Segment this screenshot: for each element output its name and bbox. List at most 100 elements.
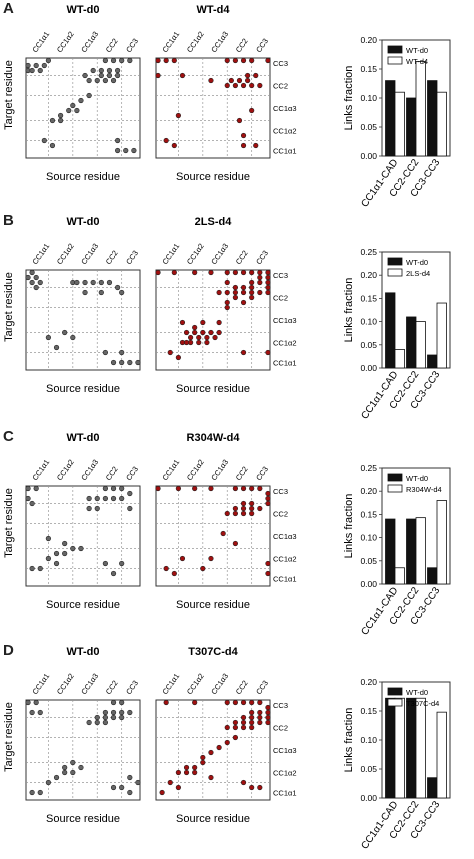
panel-d-right-contact-point (232, 699, 238, 706)
panel-d-right-contact-point (257, 709, 263, 716)
panel-b-right-contact-point (249, 284, 255, 291)
panel-c-legend-label: WT-d0 (406, 474, 428, 483)
panel-b-right-contact-point (192, 324, 198, 331)
panel-c-left-contact-point (94, 495, 100, 502)
panel-d-y-tick-label: 0.20 (360, 677, 377, 687)
panel-a-target-label: Target residue (3, 60, 15, 130)
panel-d-right-contact-point (265, 719, 271, 726)
panel-b-right-contact-point (175, 354, 181, 361)
panel-b-y-tick-label: 0.20 (360, 270, 377, 280)
panel-b-left-contact-point (119, 359, 125, 366)
panel-b-right-frame (155, 269, 271, 371)
panel-c-left-contact-point (119, 495, 125, 502)
panel-b-left-contact-point (33, 284, 39, 291)
panel-b-right-contact-point (167, 349, 173, 356)
panel-d-left-contact-point (70, 769, 76, 776)
panel-b-y-tick-label: 0.15 (360, 293, 377, 303)
panel-d-right-contact-point (257, 699, 263, 706)
panel-a-right-row-label: CC2 (273, 82, 288, 91)
panel-d-left-contact-point (29, 709, 35, 716)
panel-c-right-contact-point (240, 485, 247, 492)
panel-b-left-contact-point (119, 289, 125, 296)
panel-b-right-contact-point (204, 339, 210, 346)
panel-a-left-col-label: CC3 (124, 37, 140, 54)
panel-b-right-contact-point (208, 269, 214, 276)
panel-a-left-contact-point (82, 72, 88, 79)
panel-b-right-contact-point (224, 304, 230, 311)
panel-c-right-contact-point (224, 510, 230, 517)
panel-d-y-tick-label: 0.15 (360, 706, 377, 716)
panel-d-left-contact-point (62, 769, 68, 776)
panel-b-right-contact-point (257, 274, 263, 281)
panel-c-right-contact-point (257, 485, 263, 492)
panel-c-right-contact-point (240, 510, 247, 517)
panel-c-right-contact-point (265, 570, 271, 577)
panel-b-right-contact-point (196, 339, 202, 346)
panel-d-right-contact-point (224, 739, 230, 746)
panel-d-left-contact-point (119, 714, 125, 721)
panel-a-right-row-label: CC3 (273, 59, 288, 68)
panel-b-right-contact-point (155, 269, 161, 276)
panel-c-right-contact-point (208, 485, 214, 492)
panel-d-bar-series2 (415, 697, 426, 799)
panel-a-right-contact-point (240, 132, 247, 139)
panel-d-right-col-label: CC1α3 (209, 672, 230, 696)
panel-c-legend-label: R304W-d4 (406, 485, 442, 494)
panel-b-right-contact-point (208, 329, 214, 336)
panel-d-right-contact-point (249, 784, 255, 791)
panel-c-right-col-label: CC3 (254, 465, 270, 482)
panel-b-right-contact-point (224, 279, 230, 286)
panel-d-left-contact-point (127, 709, 133, 716)
panel-c-left-contact-point (127, 490, 133, 497)
panel-d-right-contact-point (265, 714, 271, 721)
panel-letter: B (3, 212, 14, 229)
panel-c-right-contact-point (257, 505, 263, 512)
panel-d-right-contact-point (224, 724, 230, 731)
panel-a-left-contact-point (37, 67, 43, 74)
panel-a-right-contact-point (224, 82, 230, 89)
panel-c-right-contact-point (249, 510, 255, 517)
panel-d-right-contact-point (208, 749, 214, 756)
panel-a-legend-swatch (387, 56, 403, 65)
panel-d-left-contact-point (25, 699, 31, 706)
panel-b-left-contact-point (119, 349, 125, 356)
panel-d-right-contact-point (257, 714, 263, 721)
panel-b-y-tick-label: 0.05 (360, 340, 377, 350)
panel-c-target-label: Target residue (3, 488, 15, 558)
panel-d-left-contact-point (102, 709, 108, 716)
panel-c-right-contact-point (171, 570, 177, 577)
panel-a-right-contact-point (265, 57, 271, 64)
panel-d-right-row-label: CC1α3 (273, 746, 297, 755)
panel-d-left-contact-point (86, 719, 92, 726)
panel-a-right-contact-point (171, 57, 177, 64)
panel-a-left-contact-point (106, 72, 113, 79)
panel-a-right-contact-point (257, 82, 263, 89)
panel-a-bar-series1 (406, 97, 417, 157)
panel-a-right-contact-point (249, 107, 255, 114)
panel-b-right-contact-point (240, 349, 247, 356)
panel-c-left-contact-point (110, 495, 117, 502)
panel-a-right-contact-point (179, 72, 186, 79)
panel-c-y-tick-label: 0.20 (360, 486, 377, 496)
panel-d-left-contact-point (37, 709, 43, 716)
panel-c-right-row-label: CC3 (273, 487, 288, 496)
panel-d-left-contact-point (37, 789, 43, 796)
panel-b-right-contact-point (192, 269, 198, 276)
panel-b-legend-label: 2LS-d4 (406, 269, 430, 278)
panel-d-right-contact-point (240, 699, 247, 706)
panel-a-y-tick-label: 0.00 (360, 151, 377, 161)
panel-a-left-xlabel: Source residue (46, 171, 120, 183)
panel-c-right-title: R304W-d4 (187, 432, 241, 444)
panel-c-right-row-label: CC2 (273, 510, 288, 519)
panel-b-left-contact-point (74, 279, 80, 286)
panel-b-left-col-label: CC1α1 (30, 242, 51, 266)
panel-b-left-contact-point (135, 359, 141, 366)
panel-b-right-contact-point (224, 269, 230, 276)
panel-d-bar-series1 (427, 777, 438, 799)
panel-b-right-contact-point (249, 269, 255, 276)
panel-b-right-contact-point (224, 299, 230, 306)
panel-a-right-contact-point (171, 142, 177, 149)
panel-d-right-contact-point (175, 769, 181, 776)
